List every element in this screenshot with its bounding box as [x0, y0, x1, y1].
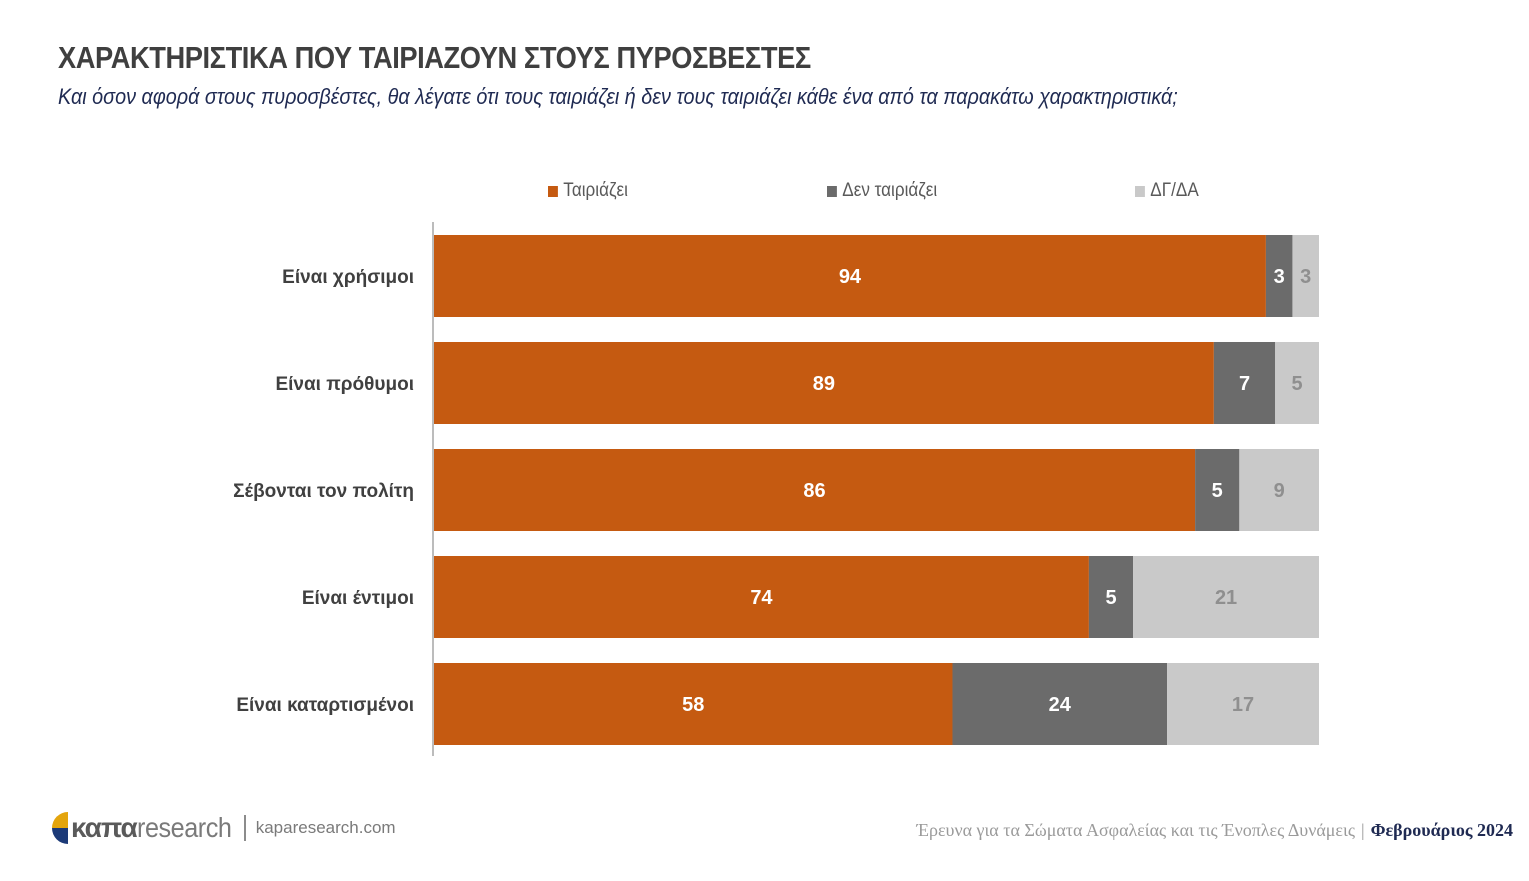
bar-segment-dk-na — [1167, 663, 1319, 745]
page-title: ΧΑΡΑΚΤΗΡΙΣΤΙΚΑ ΠΟΥ ΤΑΙΡΙΑΖΟΥΝ ΣΤΟΥΣ ΠΥΡΟ… — [58, 40, 811, 75]
legend-label-fits: Ταιριάζει — [563, 180, 628, 201]
bar-segment-fits — [434, 342, 1214, 424]
bar-segment-fits — [434, 663, 953, 745]
bar-segment-does-not-fit — [1195, 449, 1240, 531]
page-subtitle: Και όσον αφορά στους πυροσβέστες, θα λέγ… — [58, 84, 1178, 109]
footer-date: Φεβρουάριος 2024 — [1370, 820, 1513, 840]
legend-swatch-fits — [548, 185, 558, 197]
bar-segment-dk-na — [1292, 235, 1319, 317]
data-label: 89 — [813, 373, 835, 395]
data-label: 5 — [1292, 373, 1303, 395]
data-label: 9 — [1274, 480, 1285, 502]
footer-separator: | — [1360, 820, 1365, 840]
data-label: 3 — [1274, 266, 1285, 288]
legend-item-fits: Ταιριάζει — [548, 180, 628, 202]
legend-item-does-not-fit: Δεν ταιριάζει — [827, 180, 937, 202]
footer-logo: καπα research kaparesearch.com — [52, 812, 396, 844]
footer-url: kaparesearch.com — [255, 818, 396, 837]
legend-label-dk-na: ΔΓ/ΔΑ — [1150, 180, 1199, 201]
footer-study-name: Έρευνα για τα Σώματα Ασφαλείας και τις Έ… — [916, 820, 1355, 840]
legend-label-does-not-fit: Δεν ταιριάζει — [842, 180, 938, 201]
bar-segment-fits — [434, 449, 1196, 531]
bar-segment-dk-na — [1275, 342, 1319, 424]
legend-item-dk-na: ΔΓ/ΔΑ — [1135, 180, 1199, 202]
data-label: 21 — [1215, 587, 1237, 609]
category-label: Είναι έντιμοι — [302, 588, 414, 609]
category-label: Είναι καταρτισμένοι — [236, 695, 414, 716]
bars-group: Είναι χρήσιμοι 94 3 3 Είναι πρόθυμοι 89 7 5 Σέβο… — [233, 235, 1319, 745]
chart-legend: Ταιριάζει Δεν ταιριάζει ΔΓ/ΔΑ — [0, 180, 1529, 210]
data-label: 94 — [839, 266, 862, 288]
bar-segment-does-not-fit — [1265, 235, 1293, 317]
data-label: 5 — [1105, 587, 1116, 609]
logo-text-bold: καπα — [71, 812, 138, 843]
legend-swatch-does-not-fit — [827, 185, 837, 197]
data-label: 17 — [1232, 694, 1254, 716]
legend-swatch-dk-na — [1135, 185, 1145, 197]
bar-segment-does-not-fit — [952, 663, 1168, 745]
data-label: 86 — [803, 480, 825, 502]
bar-segment-fits — [434, 235, 1266, 317]
data-label: 7 — [1239, 373, 1250, 395]
logo-text-light: research — [136, 812, 232, 843]
category-label: Είναι χρήσιμοι — [282, 267, 414, 288]
bar-segment-fits — [434, 556, 1089, 638]
bar-segment-dk-na — [1133, 556, 1319, 638]
data-label: 24 — [1049, 694, 1072, 716]
kapa-logo-icon — [52, 812, 68, 844]
footer-study-info: Έρευνα για τα Σώματα Ασφαλείας και τις Έ… — [917, 820, 1514, 841]
bar-segment-dk-na — [1239, 449, 1319, 531]
data-label: 74 — [750, 587, 773, 609]
data-label: 5 — [1212, 480, 1223, 502]
bar-segment-does-not-fit — [1213, 342, 1276, 424]
data-label: 3 — [1300, 266, 1311, 288]
bar-segment-does-not-fit — [1088, 556, 1134, 638]
logo-divider — [243, 815, 246, 841]
category-label: Είναι πρόθυμοι — [275, 374, 414, 395]
data-label: 58 — [682, 694, 704, 716]
category-label: Σέβονται τον πολίτη — [233, 481, 414, 502]
